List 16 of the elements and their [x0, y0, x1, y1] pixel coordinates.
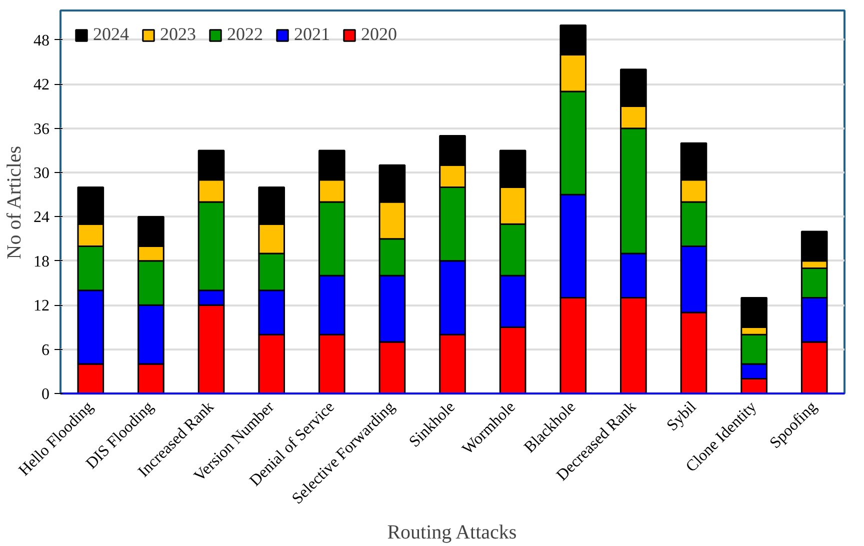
- y-axis-title: No of Articles: [4, 146, 26, 260]
- legend-label: 2022: [227, 24, 263, 45]
- x-axis-title: Routing Attacks: [387, 522, 517, 544]
- legend-label: 2020: [361, 24, 397, 45]
- y-tick-label: 42: [34, 76, 50, 94]
- y-tick-label: 24: [34, 209, 50, 226]
- y-tick-label: 12: [34, 298, 50, 315]
- y-tick-label: 18: [34, 253, 50, 270]
- legend-label: 2023: [160, 24, 196, 45]
- y-tick-label: 48: [34, 32, 50, 50]
- legend-label: 2021: [294, 24, 330, 45]
- y-tick-label: 6: [42, 342, 50, 359]
- y-tick-label: 0: [42, 386, 50, 403]
- legend-label: 2024: [93, 24, 129, 45]
- y-tick-label: 30: [34, 165, 50, 182]
- y-tick-label: 36: [34, 120, 50, 138]
